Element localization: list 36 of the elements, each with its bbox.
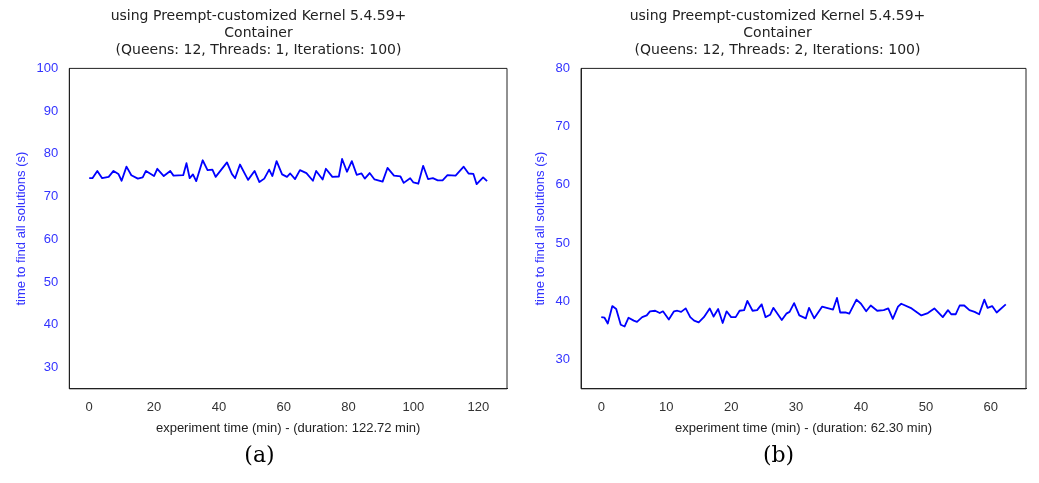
x-tick-label: 20 [723,399,739,415]
x-tick-label: 80 [341,399,356,415]
x-axis-title: experiment time (min) - (duration: 122.72 min) [155,419,421,435]
x-tick-label: 100 [402,399,425,415]
x-tick-label: 30 [788,399,804,415]
x-tick-label: 40 [853,399,869,415]
y-axis-title: time to find all solutions (s) [13,151,29,306]
y-tick-label: 100 [36,59,59,75]
x-tick-label: 50 [918,399,934,415]
x-tick-label: 0 [85,399,93,415]
x-tick-label: 120 [467,399,490,415]
y-tick-label: 50 [43,273,59,289]
x-axis-title: experiment time (min) - (duration: 62.30 min) [674,419,933,435]
y-tick-label: 70 [555,118,571,134]
y-tick-label: 60 [555,176,571,192]
text: (a) [244,442,275,467]
y-tick-label: 50 [555,234,571,250]
x-tick-label: 60 [983,399,999,415]
x-tick-label: 40 [211,399,227,415]
y-tick-label: 40 [43,316,59,332]
x-tick-label: 10 [658,399,674,415]
text: (b) [762,442,795,467]
y-tick-label: 90 [43,102,59,118]
y-tick-label: 80 [43,145,59,161]
chart-title: using Preempt-customized Kernel 5.4.59+ Container (Queens: 12, Threads: 2, Iterations: 100) [629,7,926,57]
y-tick-label: 80 [555,59,571,75]
x-tick-label: 0 [597,399,605,415]
y-tick-label: 30 [43,359,59,375]
x-tick-label: 20 [146,399,162,415]
y-tick-label: 40 [555,293,571,308]
x-tick-label: 60 [276,399,291,415]
y-tick-label: 30 [555,351,571,367]
chart-title: using Preempt-customized Kernel 5.4.59+ Container (Queens: 12, Threads: 1, Iterations: 100) [110,7,407,57]
y-axis-title: time to find all solutions (s) [532,151,548,306]
y-tick-label: 70 [43,188,59,204]
y-tick-label: 60 [43,230,59,246]
